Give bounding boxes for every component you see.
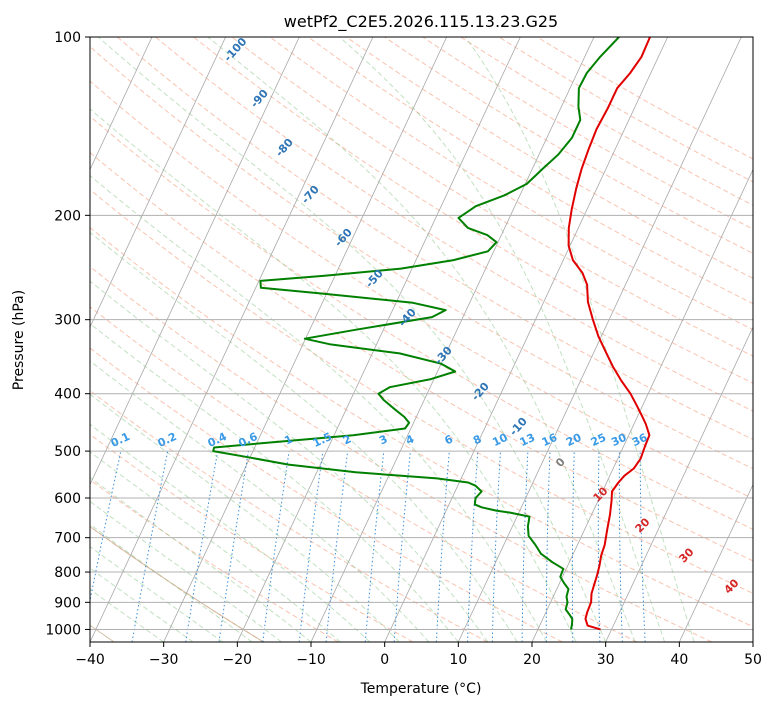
dry-adiabat-line xyxy=(90,266,712,642)
isotherm-line xyxy=(90,37,300,486)
mixing-ratio-line xyxy=(298,451,324,642)
isotherm-line xyxy=(310,37,595,642)
isotherm-line xyxy=(605,326,753,642)
x-tick-label: −10 xyxy=(296,652,326,668)
isotherm-line xyxy=(384,37,669,642)
y-tick-label: 100 xyxy=(54,30,81,46)
x-tick-label: 40 xyxy=(670,652,688,668)
x-tick-label: 50 xyxy=(744,652,762,668)
isotherm-line xyxy=(90,37,374,642)
temperature-profile-line xyxy=(567,37,651,631)
moist-adiabat-line xyxy=(97,37,607,642)
x-tick-label: 20 xyxy=(523,652,541,668)
moist-adiabat-line xyxy=(207,37,636,642)
y-tick-label: 200 xyxy=(54,208,81,224)
moist-adiabat-line xyxy=(464,37,695,642)
moist-adiabat-line xyxy=(339,37,666,642)
mixing-ratio-line xyxy=(393,451,411,642)
isotherm-line xyxy=(90,37,227,328)
moist-adiabat-line xyxy=(90,360,430,642)
y-tick-label: 600 xyxy=(54,491,81,507)
dry-adiabat-line xyxy=(90,226,753,628)
mixing-ratio-label: 25 xyxy=(589,431,608,449)
reference-adiabat-line xyxy=(90,525,264,642)
mixing-ratio-line xyxy=(364,451,385,642)
dewpoint-profile-line xyxy=(212,37,620,630)
chart-title: wetPf2_C2E5.2026.115.13.23.G25 xyxy=(284,12,558,32)
dry-adiabat-line xyxy=(422,37,753,230)
moist-adiabat-line xyxy=(90,393,400,642)
isotherm-line xyxy=(236,37,521,642)
mixing-ratio-line xyxy=(262,451,290,642)
x-tick-label: 30 xyxy=(597,652,615,668)
dry-adiabat-line xyxy=(90,188,753,594)
y-tick-label: 500 xyxy=(54,444,81,460)
x-tick-label: −40 xyxy=(75,652,105,668)
mixing-ratio-label: 16 xyxy=(540,431,560,449)
y-tick-label: 1000 xyxy=(45,622,81,638)
plot-background xyxy=(90,37,753,642)
dry-adiabat-line xyxy=(346,37,753,279)
plot-frame xyxy=(89,36,754,643)
background-lines xyxy=(90,37,753,642)
x-axis-ticks: −40 −30 −20 −10 0 10 20 30 40 50 xyxy=(75,642,762,668)
y-axis-ticks: 100 200 300 400 500 600 700 800 900 1000 xyxy=(45,30,90,638)
mixing-ratio-label: 36 xyxy=(630,431,650,449)
y-tick-label: 300 xyxy=(54,313,81,329)
dry-adiabat-line xyxy=(90,45,753,470)
moist-adiabat-line xyxy=(90,523,253,642)
mixing-ratio-line xyxy=(325,451,349,642)
y-tick-label: 800 xyxy=(54,565,81,581)
y-tick-label: 700 xyxy=(54,531,81,547)
mixing-ratio-label: 20 xyxy=(564,431,584,449)
dry-adiabat-line xyxy=(460,37,753,206)
x-tick-label: 10 xyxy=(449,652,467,668)
y-tick-label: 900 xyxy=(54,595,81,611)
dry-adiabat-line xyxy=(90,80,753,500)
mixing-ratio-label: 13 xyxy=(518,431,537,449)
dry-adiabat-line xyxy=(193,37,753,384)
x-tick-label: −20 xyxy=(223,652,253,668)
moist-adiabat-line xyxy=(90,500,282,642)
dry-adiabat-line xyxy=(90,347,563,642)
dry-adiabat-line xyxy=(117,37,753,441)
dry-adiabat-line xyxy=(90,306,638,642)
dry-adiabat-line xyxy=(155,37,753,412)
profile-series xyxy=(212,37,651,631)
y-axis-label: Pressure (hPa) xyxy=(11,290,27,390)
dry-adiabat-line xyxy=(90,433,414,642)
x-tick-label: 0 xyxy=(380,652,389,668)
dry-adiabat-line xyxy=(231,37,753,357)
dry-adiabat-line xyxy=(307,37,753,305)
moist-adiabat-line xyxy=(90,280,489,642)
moist-adiabat-line xyxy=(90,174,548,642)
x-axis-label: Temperature (°C) xyxy=(360,681,482,697)
mixing-ratio-label: 30 xyxy=(609,431,629,449)
isotherm-line xyxy=(531,168,753,642)
x-tick-label: −30 xyxy=(149,652,179,668)
isotherm-line xyxy=(90,37,153,171)
isotherm-line xyxy=(678,483,753,642)
dry-adiabat-line xyxy=(90,115,753,530)
mixing-ratio-line xyxy=(218,451,249,642)
y-tick-label: 400 xyxy=(54,387,81,403)
moist-adiabat-line xyxy=(90,323,459,642)
moist-adiabat-line xyxy=(90,108,577,642)
mixing-ratio-label: 10 xyxy=(490,431,510,449)
moist-adiabat-line xyxy=(90,231,518,642)
